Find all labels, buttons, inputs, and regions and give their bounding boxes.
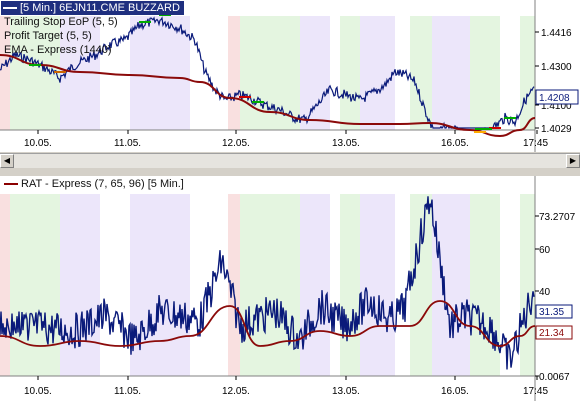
session-band: [520, 16, 535, 130]
price-chart-pane[interactable]: 1.4416 1.4300 1.4100 1.4029 1.4208 10.05. 11.0…: [0, 0, 580, 152]
horizontal-scrollbar[interactable]: ◀ ▶: [0, 153, 580, 169]
session-band: [340, 194, 360, 376]
left-arrow-icon: ◀: [3, 156, 11, 165]
session-band: [330, 194, 340, 376]
chart-title: [5 Min.] 6EJN11.CME BUZZARD: [1, 1, 184, 15]
x-axis-bg: [0, 130, 580, 152]
x-tick-label: 13.05.: [332, 138, 360, 149]
pane-separator[interactable]: [0, 168, 580, 176]
legend-rat-label: RAT - Express (7, 65, 96) [5 Min.]: [21, 178, 184, 190]
session-band: [228, 194, 240, 376]
y-tick-label: 1.4029: [541, 124, 572, 135]
y-tick-label: 1.4100: [541, 101, 572, 112]
indicator-x-axis-bg: [0, 376, 580, 401]
x-tick-label: 12.05.: [222, 138, 250, 149]
indicator-header-bg: [0, 176, 580, 194]
session-band: [10, 194, 60, 376]
legend-trailing-stop-label: Trailing Stop EoP (5, 5): [4, 16, 118, 28]
rat-slow-value: 21.34: [539, 328, 564, 339]
indicator-chart-pane[interactable]: 73.2707 60 40 0.0067 31.35 21.34 10.05. 11.05. 1…: [0, 176, 580, 401]
price-chart[interactable]: 1.4416 1.4300 1.4100 1.4029 1.4208 10.05. 11.0…: [0, 0, 580, 152]
rat-fast-value: 31.35: [539, 307, 564, 318]
indicator-x-tick-label: 10.05.: [24, 386, 52, 397]
session-band: [470, 16, 500, 130]
legend-rat-express[interactable]: RAT - Express (7, 65, 96) [5 Min.]: [4, 178, 184, 190]
session-band: [432, 16, 470, 130]
indicator-x-tick-label: 13.05.: [332, 386, 360, 397]
y-tick-label: 1.4300: [541, 62, 572, 73]
session-band: [300, 194, 330, 376]
x-tick-label: 17:45: [523, 138, 548, 149]
session-band: [340, 16, 360, 130]
indicator-x-tick-label: 11.05.: [114, 386, 141, 397]
session-band: [410, 16, 432, 130]
session-band: [228, 16, 240, 130]
rat-swatch: [4, 183, 18, 186]
right-arrow-icon: ▶: [569, 156, 577, 165]
indicator-y-tick-label: 0.0067: [539, 372, 570, 383]
rat-fast-line: [0, 196, 535, 370]
session-band: [130, 16, 190, 130]
session-band: [360, 194, 395, 376]
legend-trailing-stop[interactable]: Trailing Stop EoP (5, 5): [4, 16, 118, 28]
session-band: [330, 16, 340, 130]
session-band: [360, 16, 395, 130]
indicator-y-tick-label: 40: [539, 287, 551, 298]
last-price-value: 1.4208: [539, 93, 570, 104]
legend-ema[interactable]: EMA - Express (1440): [4, 44, 112, 56]
indicator-x-tick-label: 12.05.: [222, 386, 250, 397]
indicator-y-axis-bg: [535, 176, 580, 401]
session-band: [100, 194, 130, 376]
session-band: [432, 194, 470, 376]
session-band: [520, 194, 535, 376]
last-price-box: [535, 89, 579, 105]
x-tick-label: 11.05.: [114, 138, 141, 149]
x-tick-label: 10.05.: [24, 138, 52, 149]
price-series-line: [0, 16, 535, 130]
session-band: [410, 194, 432, 376]
session-band: [500, 16, 520, 130]
session-band: [0, 16, 10, 130]
legend-profit-target[interactable]: Profit Target (5, 5): [4, 30, 92, 42]
scroll-left-button[interactable]: ◀: [0, 154, 14, 168]
chart-title-text: [5 Min.] 6EJN11.CME BUZZARD: [20, 2, 180, 14]
indicator-y-tick-label: 73.2707: [539, 212, 576, 223]
indicator-chart[interactable]: 73.2707 60 40 0.0067 31.35 21.34 10.05. 11.05. 1…: [0, 176, 580, 401]
y-axis-bg: [535, 0, 580, 152]
legend-profit-target-label: Profit Target (5, 5): [4, 30, 92, 42]
session-band: [395, 194, 410, 376]
indicator-x-tick-label: 17:45: [523, 386, 548, 397]
session-band: [190, 16, 228, 130]
indicator-y-tick-label: 60: [539, 245, 551, 256]
session-band: [300, 16, 330, 130]
session-band: [190, 194, 228, 376]
session-band: [240, 194, 300, 376]
rat-fast-value-box: [535, 304, 573, 319]
series-swatch: [3, 7, 17, 10]
session-band: [0, 194, 10, 376]
legend-ema-label: EMA - Express (1440): [4, 44, 112, 56]
session-band: [130, 194, 190, 376]
x-tick-label: 16.05.: [441, 138, 469, 149]
y-tick-label: 1.4416: [541, 28, 572, 39]
rat-slow-value-box: [535, 325, 573, 340]
session-band: [60, 194, 100, 376]
indicator-x-tick-label: 16.05.: [441, 386, 469, 397]
session-band: [500, 194, 520, 376]
rat-slow-line: [0, 300, 536, 347]
scroll-right-button[interactable]: ▶: [566, 154, 580, 168]
